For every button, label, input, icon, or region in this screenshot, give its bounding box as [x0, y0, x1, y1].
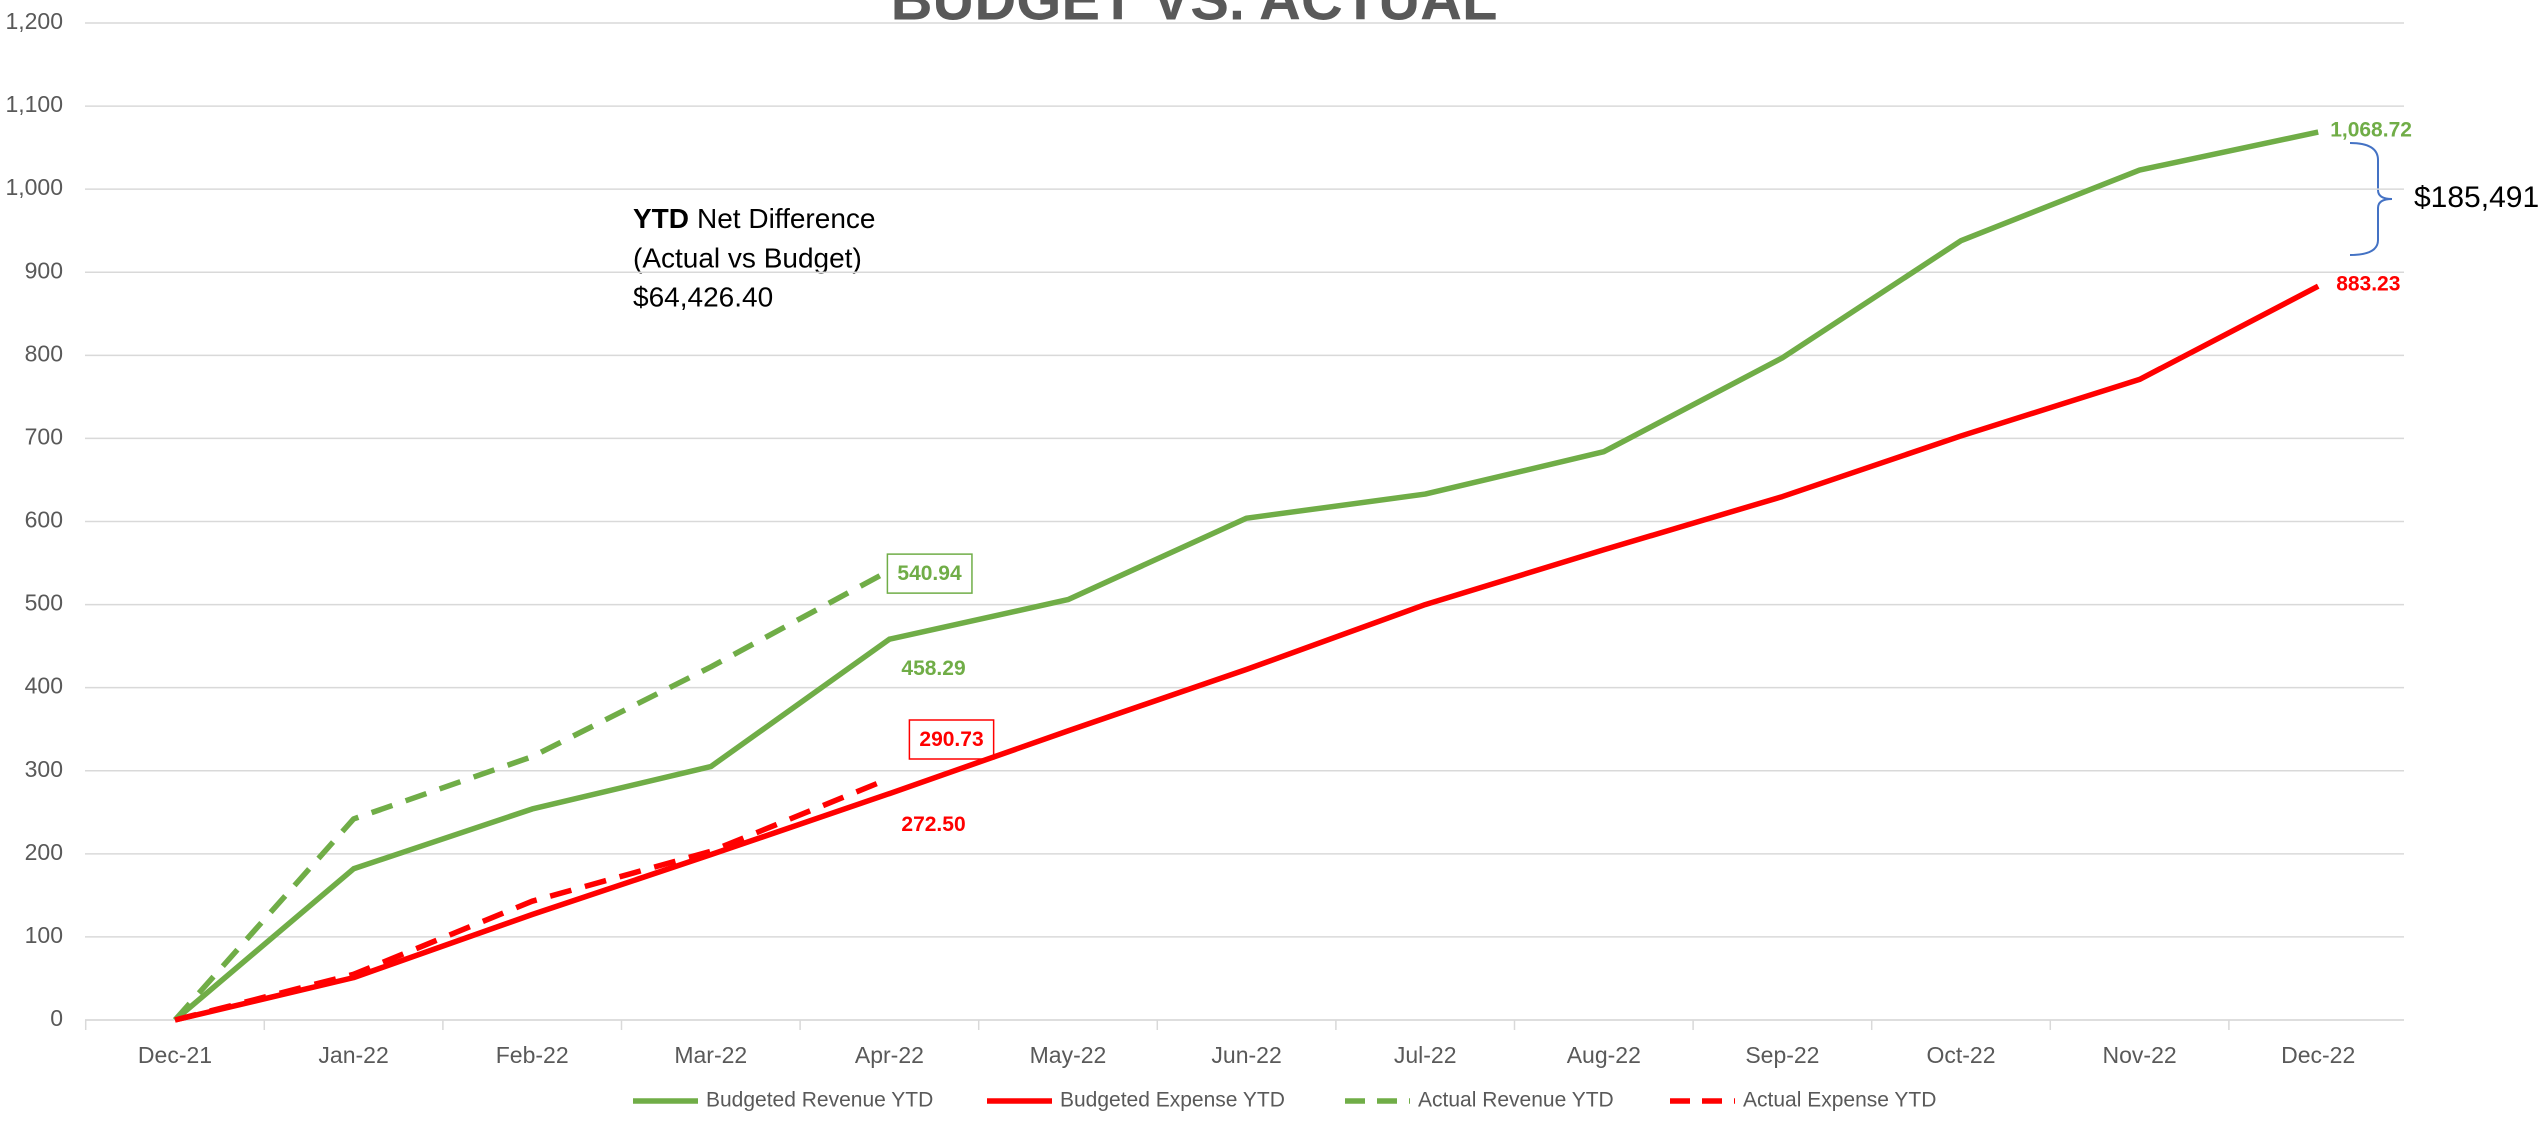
series-line: [172, 568, 891, 1022]
legend-label: Budgeted Expense YTD: [1060, 1089, 1285, 1112]
x-tick-label: Jul-22: [1394, 1042, 1457, 1068]
y-tick-label: 300: [25, 756, 63, 782]
y-tick-label: 0: [50, 1005, 63, 1031]
data-label: 458.29: [901, 657, 965, 680]
y-tick-label: 1,000: [5, 174, 63, 200]
x-tick-label: May-22: [1030, 1042, 1107, 1068]
bracket-label: $185,491: [2414, 181, 2539, 214]
series-line: [174, 775, 891, 1023]
annotation-text: Net Difference: [697, 203, 875, 234]
data-label: 883.23: [2336, 273, 2400, 296]
x-tick-label: Nov-22: [2103, 1042, 2177, 1068]
y-tick-label: 400: [25, 673, 63, 699]
x-tick-label: Jun-22: [1211, 1042, 1281, 1068]
annotation: YTD Net Difference: [633, 203, 875, 234]
x-tick-label: Dec-22: [2281, 1042, 2355, 1068]
data-label-box: [886, 553, 973, 594]
y-tick-label: 1,100: [5, 91, 63, 117]
annotation-bold: YTD: [633, 203, 689, 234]
x-tick-label: Dec-21: [138, 1042, 212, 1068]
data-label: 272.50: [901, 813, 965, 836]
data-label-box: [908, 719, 995, 760]
x-tick-label: Apr-22: [855, 1042, 924, 1068]
data-label: 290.73: [919, 728, 983, 751]
x-tick-label: Aug-22: [1567, 1042, 1641, 1068]
annotation-line: (Actual vs Budget): [633, 242, 862, 273]
legend-label: Budgeted Revenue YTD: [706, 1089, 933, 1112]
x-tick-label: Sep-22: [1745, 1042, 1819, 1068]
y-tick-label: 700: [25, 423, 63, 449]
annotation-line: $64,426.40: [633, 281, 773, 312]
y-tick-label: 900: [25, 257, 63, 283]
y-tick-label: 100: [25, 922, 63, 948]
x-tick-label: Jan-22: [318, 1042, 388, 1068]
y-tick-label: 800: [25, 340, 63, 366]
bracket: [2349, 142, 2393, 256]
x-tick-label: Oct-22: [1926, 1042, 1995, 1068]
y-tick-label: 1,200: [5, 8, 63, 34]
data-label: 540.94: [897, 562, 962, 585]
legend-label: Actual Revenue YTD: [1418, 1089, 1614, 1112]
chart-title: BUDGET VS. ACTUAL: [891, 0, 1498, 32]
series-line: [174, 283, 2320, 1023]
x-tick-label: Feb-22: [496, 1042, 569, 1068]
x-tick-label: Mar-22: [674, 1042, 747, 1068]
y-tick-label: 600: [25, 507, 63, 533]
y-tick-label: 200: [25, 839, 63, 865]
legend-label: Actual Expense YTD: [1743, 1089, 1936, 1112]
y-tick-label: 500: [25, 590, 63, 616]
series-line: [173, 129, 2319, 1023]
data-label: 1,068.72: [2330, 119, 2412, 142]
